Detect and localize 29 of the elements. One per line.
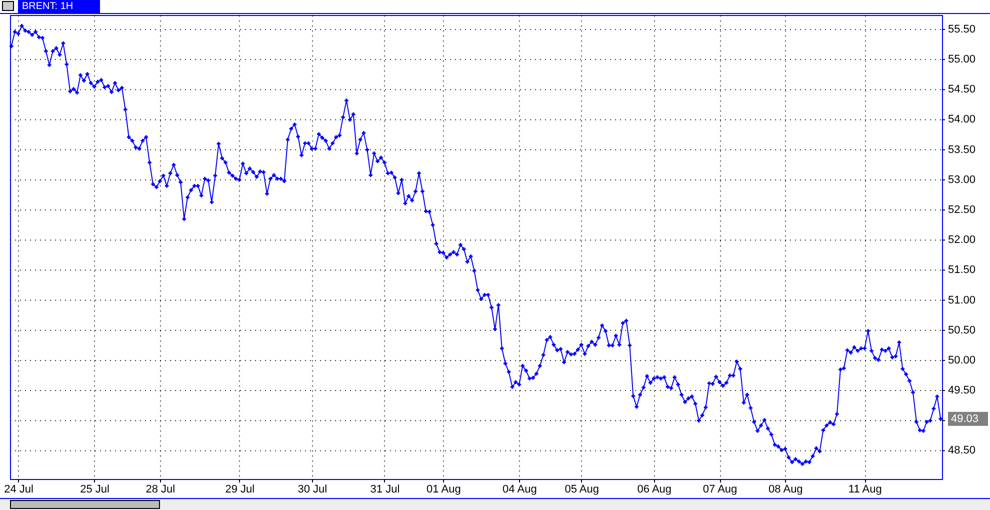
y-tick-label: 54.00	[948, 114, 976, 126]
y-tick-label: 48.50	[948, 444, 976, 457]
text: 49.03	[951, 412, 979, 425]
y-tick-label: 55.00	[948, 54, 976, 66]
y-tick-label: 54.50	[948, 84, 976, 96]
y-tick-label: 49.50	[948, 384, 976, 397]
chart-title: BRENT: 1H	[18, 0, 100, 13]
y-tick-label: 50.50	[948, 324, 976, 336]
x-tick-label: 29 Jul	[225, 484, 255, 496]
x-tick-label: 11 Aug	[848, 484, 882, 496]
x-tick-label: 07 Aug	[702, 484, 738, 496]
x-tick-label: 28 Jul	[146, 484, 176, 496]
x-tick-label: 08 Aug	[768, 484, 803, 496]
x-tick-label: 04 Aug	[502, 484, 537, 496]
x-tick-label: 30 Jul	[298, 484, 328, 496]
x-tick-label: 05 Aug	[564, 484, 599, 496]
y-tick-label: 51.00	[948, 294, 976, 306]
y-tick-label: 50.00	[948, 354, 976, 366]
y-tick-label: 53.00	[948, 174, 976, 186]
x-tick-label: 24 Jul	[4, 484, 34, 496]
x-tick-label: 06 Aug	[637, 484, 672, 496]
x-tick-label: 01 Aug	[426, 484, 461, 496]
y-tick-label: 52.00	[948, 234, 976, 246]
y-tick-label: 52.50	[948, 204, 976, 216]
x-tick-label: 25 Jul	[80, 484, 110, 496]
x-tick-label: 31 Jul	[370, 484, 400, 496]
y-tick-label: 55.50	[948, 23, 976, 36]
y-tick-label: 53.50	[948, 144, 976, 156]
y-tick-label: 51.50	[948, 264, 976, 276]
